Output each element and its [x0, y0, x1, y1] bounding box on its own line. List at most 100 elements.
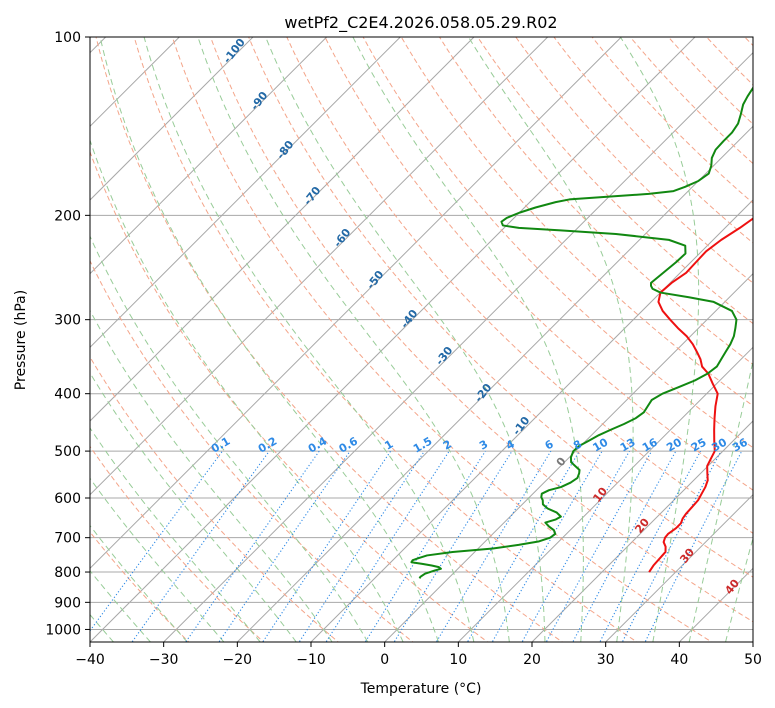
- isotherm-line: [384, 272, 753, 642]
- mixing-ratio-line: [185, 450, 320, 642]
- moist-adiabat-line: [90, 235, 369, 642]
- mixing-ratio-label: 1.5: [411, 435, 434, 456]
- isotherm-line: [90, 37, 549, 496]
- isotherm-line: [236, 125, 753, 642]
- dry-adiabat-line: [248, 37, 753, 578]
- isotherm-line: [605, 493, 753, 642]
- dry-adiabat-line: [324, 37, 753, 491]
- y-tick-label: 900: [54, 595, 81, 611]
- moist-adiabat-line: [468, 37, 634, 642]
- x-tick-label: −10: [296, 652, 326, 668]
- moist-adiabat-line: [99, 37, 439, 642]
- isotherm-line: [457, 346, 753, 642]
- dry-adiabat-line: [770, 24, 775, 645]
- x-tick-label: 30: [597, 652, 615, 668]
- isotherm-line: [90, 37, 622, 570]
- mixing-ratio-line: [364, 450, 486, 642]
- moist-adiabat-line: [619, 37, 700, 642]
- y-tick-label: 400: [54, 387, 81, 403]
- dry-adiabat-label: 30: [677, 546, 697, 566]
- moist-adiabat-line: [90, 477, 225, 642]
- mixing-ratio-line: [599, 450, 702, 642]
- mixing-ratio-label: 0.6: [337, 434, 361, 455]
- dry-adiabat-label: -90: [248, 89, 271, 113]
- y-tick-label: 800: [54, 565, 81, 581]
- moist-adiabat-line: [90, 138, 404, 642]
- dry-adiabat-line: [90, 445, 265, 642]
- dry-adiabat-label: -40: [398, 307, 421, 331]
- profile-traces: [410, 86, 753, 579]
- x-tick-label: 10: [449, 652, 467, 668]
- isotherm-line: [310, 199, 753, 642]
- mixing-ratio-line: [131, 450, 270, 642]
- y-tick-label: 100: [54, 30, 81, 46]
- dry-adiabat-line: [209, 37, 753, 623]
- dry-adiabat-line: [90, 150, 489, 642]
- x-tick-label: 40: [670, 652, 688, 668]
- dry-adiabat-label: -50: [364, 268, 387, 292]
- isotherm-line: [90, 37, 696, 642]
- mixing-ratio-label: 0.4: [306, 434, 330, 455]
- dry-adiabat-label: -70: [301, 184, 324, 208]
- x-axis-ticks: −40 −30 −20 −10 0 10 20 30 40 50: [75, 642, 762, 668]
- y-tick-label: 300: [54, 313, 81, 329]
- isotherm-line: [90, 37, 254, 201]
- mixing-ratio-line: [393, 450, 513, 642]
- y-tick-label: 200: [54, 208, 81, 224]
- dry-adiabat-label: -100: [221, 36, 248, 66]
- moist-adiabat-line: [90, 569, 151, 642]
- y-axis-ticks: 100 200 300 400 500 600 700 800 900 1000: [45, 30, 90, 638]
- mixing-ratio-line: [298, 450, 425, 642]
- mixing-ratio-line: [644, 450, 743, 642]
- mixing-ratio-line: [572, 450, 677, 642]
- dry-adiabat-line: [95, 37, 564, 642]
- isotherm-line: [90, 37, 401, 349]
- x-tick-label: −40: [75, 652, 105, 668]
- mixing-ratio-label: 2: [441, 438, 454, 453]
- mixing-ratio-label: 0.1: [209, 435, 232, 456]
- dewpoint-profile-line: [410, 86, 753, 579]
- chart-title: wetPf2_C2E4.2026.058.05.29.R02: [284, 13, 557, 33]
- mixing-ratio-line: [218, 450, 351, 642]
- mixing-ratio-line: [521, 450, 630, 642]
- moist-adiabat-line: [265, 37, 546, 642]
- moist-adiabat-line: [90, 427, 261, 642]
- dry-adiabat-label: 10: [590, 485, 610, 505]
- mixing-ratio-label: 16: [640, 435, 660, 454]
- dry-adiabat-line: [667, 37, 753, 125]
- dry-adiabat-label: 0: [554, 455, 569, 469]
- mixing-ratio-label: 1: [382, 438, 395, 453]
- mixing-ratio-line: [325, 450, 450, 642]
- dry-adiabat-line: [744, 37, 753, 47]
- isotherm-line: [90, 37, 475, 422]
- moist-adiabat-line: [197, 37, 510, 642]
- mixing-ratio-label: 25: [689, 436, 709, 455]
- moist-adiabat-line: [90, 309, 333, 642]
- mixing-ratio-line: [466, 450, 580, 642]
- isotherm-line: [163, 51, 753, 642]
- dry-adiabat-line: [362, 37, 753, 449]
- dry-adiabat-label: -80: [274, 138, 297, 162]
- x-tick-label: 20: [523, 652, 541, 668]
- mixing-ratio-line: [435, 450, 552, 642]
- mixing-ratio-line: [545, 450, 653, 642]
- dry-adiabat-label: -60: [331, 226, 354, 250]
- dry-adiabat-line: [171, 37, 713, 642]
- moist-adiabat-line: [90, 372, 297, 642]
- isotherm-line: [531, 420, 753, 642]
- moist-adiabat-line: [143, 37, 475, 642]
- dry-adiabat-label: 40: [722, 577, 742, 597]
- dry-adiabat-label: -20: [472, 381, 495, 405]
- dry-adiabat-line: [591, 37, 753, 204]
- y-tick-label: 500: [54, 444, 81, 460]
- moist-adiabat-line: [90, 524, 188, 642]
- x-axis-label: Temperature (°C): [360, 681, 482, 697]
- plot-frame: [89, 36, 754, 643]
- y-axis-label: Pressure (hPa): [13, 290, 29, 390]
- mixing-ratio-label: 3: [477, 438, 490, 453]
- dry-adiabat-line: [133, 37, 638, 642]
- isotherm-line: [752, 641, 753, 642]
- dry-adiabat-label: -10: [510, 414, 533, 438]
- mixing-ratio-line: [621, 450, 722, 642]
- mixing-ratio-label: 6: [543, 437, 556, 452]
